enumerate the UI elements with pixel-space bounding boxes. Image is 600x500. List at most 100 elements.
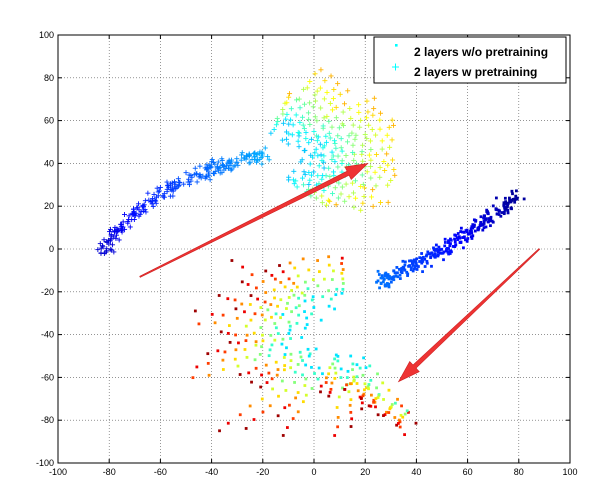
- data-point-plus: [310, 104, 316, 110]
- data-point-dot: [505, 201, 509, 205]
- data-point-dot: [400, 266, 404, 270]
- data-point-plus: [308, 172, 314, 178]
- data-point-plus: [126, 213, 132, 219]
- data-point-dot: [293, 381, 296, 384]
- data-point-dot: [341, 282, 345, 285]
- data-point-plus: [172, 179, 178, 185]
- data-point-dot: [449, 238, 453, 242]
- data-point-dot: [304, 393, 308, 397]
- data-point-plus: [366, 122, 372, 128]
- data-point-dot: [436, 250, 440, 254]
- data-point-dot: [219, 330, 223, 334]
- data-point-dot: [411, 269, 415, 273]
- data-point-dot: [263, 318, 267, 322]
- data-point-dot: [485, 208, 489, 212]
- data-point-plus: [360, 142, 366, 148]
- data-point-plus: [329, 149, 335, 155]
- data-point-dot: [471, 223, 475, 227]
- data-point-dot: [254, 340, 258, 344]
- data-point-dot: [500, 211, 504, 214]
- data-point-dot: [513, 198, 517, 202]
- data-point-plus: [366, 152, 372, 158]
- data-point-dot: [430, 251, 434, 255]
- data-point-dot: [234, 348, 238, 352]
- data-point-plus: [280, 111, 286, 117]
- data-point-plus: [340, 109, 346, 115]
- data-point-dot: [207, 373, 211, 377]
- data-point-dot: [246, 283, 250, 286]
- data-point-plus: [351, 204, 357, 210]
- data-point-dot: [244, 324, 248, 328]
- data-point-dot: [318, 270, 321, 274]
- data-point-plus: [377, 126, 383, 132]
- data-point-dot: [283, 285, 287, 289]
- data-point-plus: [384, 132, 390, 138]
- data-point-plus: [221, 167, 227, 173]
- data-point-dot: [281, 313, 285, 316]
- data-point-dot: [365, 386, 368, 390]
- data-point-dot: [327, 255, 331, 259]
- data-point-dot: [319, 390, 322, 394]
- data-point-dot: [322, 277, 326, 281]
- data-point-plus: [333, 145, 339, 151]
- data-point-dot: [261, 333, 264, 337]
- data-point-dot: [269, 333, 273, 337]
- data-point-dot: [429, 256, 433, 260]
- data-point-dot: [482, 214, 486, 218]
- data-point-plus: [296, 130, 302, 136]
- x-tick-label: -40: [205, 467, 218, 477]
- data-point-plus: [238, 157, 244, 163]
- data-point-plus: [173, 181, 179, 187]
- data-point-plus: [331, 138, 337, 144]
- data-point-dot: [398, 273, 402, 277]
- data-point-dot: [243, 310, 246, 314]
- data-point-dot: [494, 207, 498, 211]
- data-point-dot: [415, 257, 419, 261]
- data-point-dot: [508, 199, 512, 203]
- data-point-dot: [399, 413, 403, 417]
- data-point-plus: [326, 118, 332, 124]
- data-point-dot: [442, 250, 446, 254]
- data-point-dot: [297, 313, 301, 317]
- data-point-plus: [308, 136, 314, 142]
- data-point-plus: [377, 117, 383, 123]
- data-point-dot: [405, 270, 409, 274]
- data-point-dot: [281, 270, 285, 274]
- data-point-plus: [312, 114, 318, 120]
- data-point-dot: [287, 332, 291, 335]
- data-point-dot: [336, 416, 340, 419]
- data-point-plus: [372, 169, 378, 175]
- data-point-dot: [383, 413, 387, 417]
- data-point-dot: [435, 247, 439, 251]
- data-point-plus: [95, 247, 101, 253]
- data-point-dot: [453, 233, 457, 237]
- data-point-dot: [311, 278, 315, 282]
- data-point-plus: [131, 217, 137, 223]
- data-point-plus: [359, 149, 365, 155]
- data-point-dot: [514, 194, 518, 198]
- data-point-plus: [333, 104, 339, 110]
- data-point-plus: [284, 129, 290, 135]
- data-point-dot: [376, 372, 379, 376]
- data-point-dot: [328, 366, 332, 370]
- data-point-plus: [321, 143, 327, 149]
- data-point-dot: [421, 260, 425, 263]
- data-point-dot: [403, 268, 406, 272]
- data-point-dot: [340, 291, 344, 295]
- data-point-dot: [457, 235, 461, 239]
- data-point-plus: [262, 145, 268, 151]
- data-point-plus: [235, 162, 241, 168]
- data-point-dot: [277, 394, 280, 398]
- data-point-dot: [437, 245, 441, 249]
- data-point-dot: [236, 364, 240, 368]
- data-point-dot: [259, 306, 263, 309]
- data-point-dot: [398, 425, 402, 429]
- data-point-dot: [333, 366, 337, 370]
- data-point-plus: [332, 141, 338, 147]
- data-point-dot: [415, 264, 419, 268]
- data-point-plus: [225, 160, 231, 166]
- legend-box: [373, 36, 567, 84]
- data-point-plus: [234, 159, 240, 165]
- data-point-plus: [142, 207, 148, 213]
- data-point-dot: [301, 400, 305, 404]
